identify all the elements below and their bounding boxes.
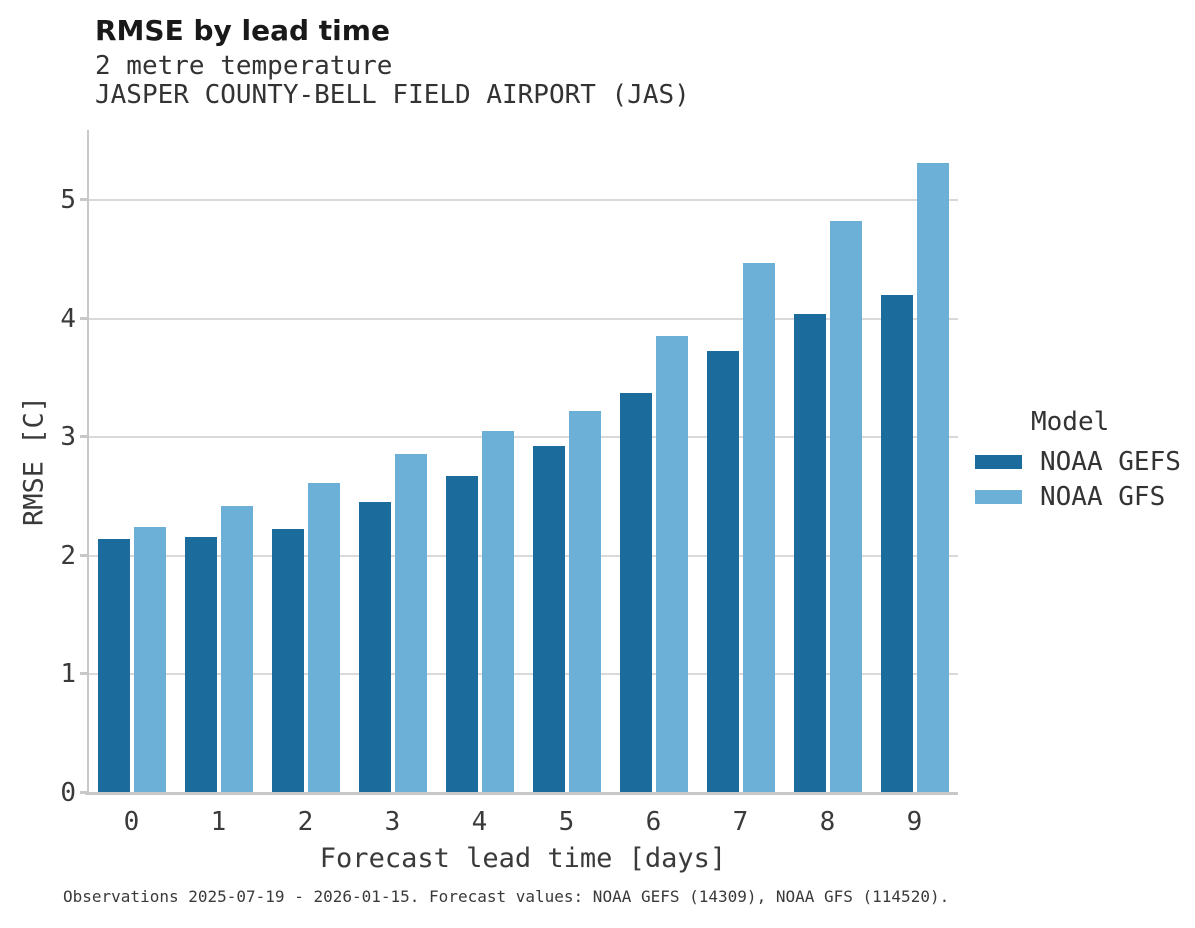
x-tick-label-0: 0 (123, 807, 140, 837)
x-tick-label-6: 6 (645, 807, 662, 837)
legend-entry-noaa-gefs: NOAA GEFS (975, 444, 1181, 479)
x-tick-label-8: 8 (819, 807, 836, 837)
gridline-y-3 (88, 436, 958, 439)
bar-group-day-8 (793, 221, 862, 793)
chart-subtitle-variable: 2 metre temperature (95, 51, 393, 81)
x-tick-label-2: 2 (297, 807, 314, 837)
bar-group-day-0 (97, 527, 166, 793)
y-tick-mark-2 (80, 553, 87, 557)
bar-noaa-gfs-day-6 (655, 336, 688, 793)
bar-noaa-gefs-day-5 (532, 445, 565, 793)
bar-group-day-3 (358, 453, 427, 793)
y-tick-label-1: 1 (60, 659, 76, 690)
y-tick-mark-5 (80, 197, 87, 201)
x-tick-label-9: 9 (906, 807, 923, 837)
y-tick-label-2: 2 (60, 540, 76, 571)
bar-group-day-6 (619, 336, 688, 793)
bar-group-day-9 (880, 163, 949, 793)
bar-group-day-1 (184, 505, 253, 793)
bar-noaa-gfs-day-0 (133, 527, 166, 793)
bar-noaa-gefs-day-2 (271, 528, 304, 793)
legend-label-noaa-gefs: NOAA GEFS (1040, 446, 1181, 477)
plot-area (88, 130, 958, 793)
bar-noaa-gefs-day-9 (880, 294, 913, 793)
gridline-y-2 (88, 554, 958, 557)
gridline-y-5 (88, 198, 958, 201)
bar-noaa-gefs-day-4 (445, 476, 478, 793)
y-tick-label-5: 5 (60, 184, 76, 215)
y-tick-mark-4 (80, 316, 87, 320)
y-tick-label-3: 3 (60, 422, 76, 453)
bar-group-day-4 (445, 431, 514, 793)
legend-title: Model (1031, 407, 1110, 437)
bar-noaa-gfs-day-4 (481, 431, 514, 793)
y-tick-label-4: 4 (60, 303, 76, 334)
y-tick-mark-3 (80, 435, 87, 439)
x-tick-label-7: 7 (732, 807, 749, 837)
y-axis-tick-labels: 0 1 2 3 4 5 (0, 130, 76, 808)
chart-subtitle-station: JASPER COUNTY-BELL FIELD AIRPORT (JAS) (95, 80, 690, 110)
x-axis-label: Forecast lead time [days] (319, 843, 727, 874)
legend: Model NOAA GEFS NOAA GFS (975, 406, 1181, 514)
bar-noaa-gefs-day-6 (619, 393, 652, 793)
y-axis-tick-marks (80, 130, 87, 794)
legend-label-noaa-gfs: NOAA GFS (1040, 481, 1166, 512)
x-tick-label-3: 3 (384, 807, 401, 837)
bar-noaa-gfs-day-1 (220, 505, 253, 793)
y-tick-label-0: 0 (60, 778, 76, 808)
bar-noaa-gfs-day-2 (307, 483, 340, 793)
bar-noaa-gfs-day-5 (568, 411, 601, 793)
bar-groups (88, 130, 958, 793)
gridline-y-4 (88, 317, 958, 320)
x-tick-label-1: 1 (210, 807, 227, 837)
legend-entry-noaa-gfs: NOAA GFS (975, 479, 1181, 514)
bar-noaa-gfs-day-9 (916, 163, 949, 793)
bar-noaa-gefs-day-8 (793, 313, 826, 793)
legend-swatch-noaa-gefs (975, 454, 1022, 469)
bar-noaa-gefs-day-3 (358, 502, 391, 793)
y-tick-mark-0 (80, 791, 87, 794)
bar-noaa-gefs-day-0 (97, 539, 130, 793)
x-axis-spine (85, 792, 958, 795)
bar-noaa-gefs-day-1 (184, 536, 217, 793)
bar-group-day-5 (532, 411, 601, 793)
x-axis-tick-labels: 0 1 2 3 4 5 6 7 8 9 (88, 806, 958, 838)
footer-caption: Observations 2025-07-19 - 2026-01-15. Fo… (63, 887, 950, 906)
y-axis-spine (87, 130, 89, 794)
x-tick-label-5: 5 (558, 807, 575, 837)
bar-group-day-2 (271, 483, 340, 793)
bar-noaa-gfs-day-7 (742, 262, 775, 793)
bar-noaa-gefs-day-7 (706, 350, 739, 793)
chart-title: RMSE by lead time (95, 14, 390, 47)
bar-noaa-gfs-day-8 (829, 221, 862, 793)
bar-noaa-gfs-day-3 (394, 453, 427, 793)
gridline-y-1 (88, 673, 958, 676)
x-tick-label-4: 4 (471, 807, 488, 837)
y-tick-mark-1 (80, 672, 87, 676)
bar-group-day-7 (706, 262, 775, 793)
legend-swatch-noaa-gfs (975, 489, 1022, 504)
